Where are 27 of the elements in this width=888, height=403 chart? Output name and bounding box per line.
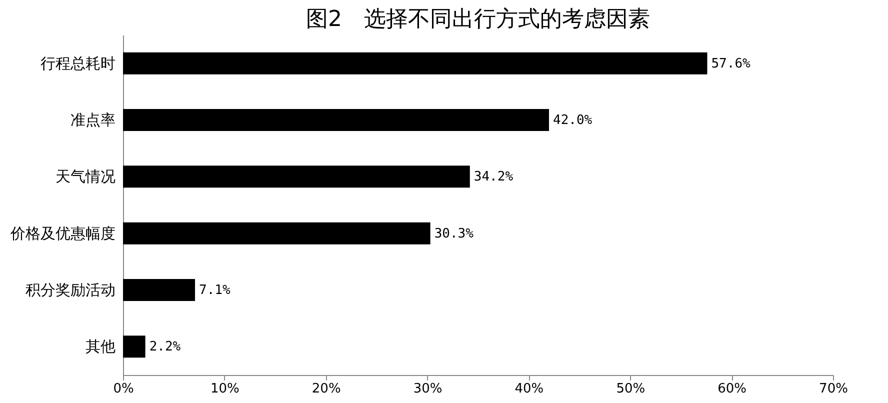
data-label: 57.6% [711,56,751,72]
bar [123,336,146,358]
bar [123,166,470,188]
x-tick-label: 10% [210,382,240,396]
x-tick-label: 40% [514,382,544,396]
y-tick-label: 积分奖励活动 [26,281,116,299]
data-label: 42.0% [553,113,592,128]
y-tick-label: 价格及优惠幅度 [10,224,116,242]
y-tick-label: 天气情况 [56,168,116,186]
chart-title: 图2 选择不同出行方式的考虑因素 [306,7,650,32]
data-label: 34.2% [474,170,514,185]
y-tick-label: 行程总耗时 [40,54,116,72]
x-tick-label: 60% [718,382,747,396]
x-tick-label: 30% [413,382,442,396]
x-tick-label: 0% [113,382,134,396]
data-label: 7.1% [199,283,230,298]
bar [123,222,430,244]
x-tick-label: 20% [312,382,341,396]
x-tick-label: 50% [616,382,646,396]
data-label: 30.3% [434,226,474,242]
y-tick-label: 其他 [86,338,116,356]
x-tick-label: 70% [819,382,848,396]
data-label: 2.2% [149,340,181,355]
bar [123,279,196,301]
bar [123,52,708,74]
bar [123,109,549,131]
y-tick-label: 准点率 [70,111,116,129]
